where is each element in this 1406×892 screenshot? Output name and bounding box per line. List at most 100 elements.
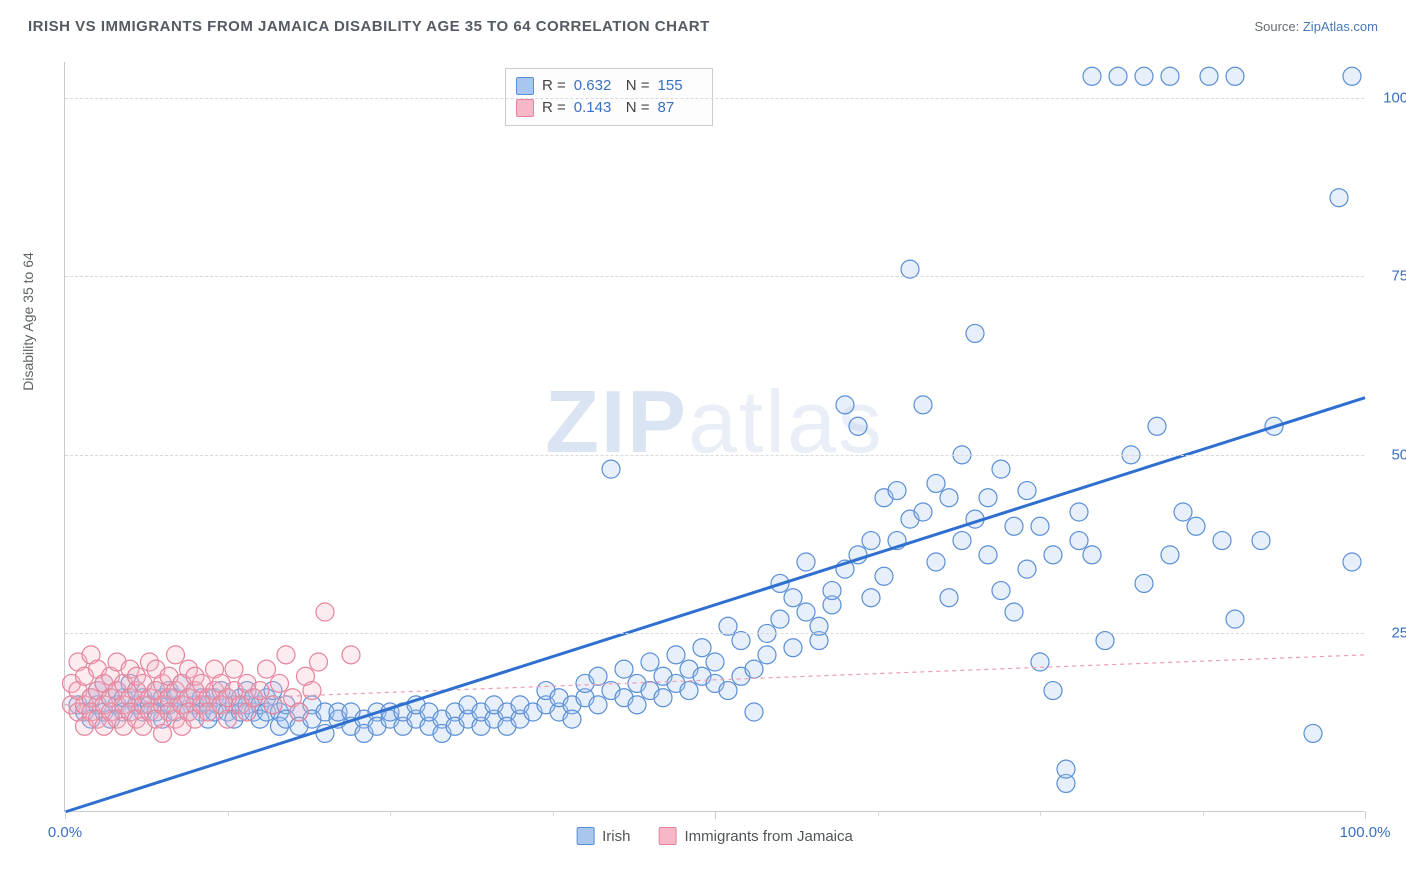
- legend-label-jamaica: Immigrants from Jamaica: [684, 828, 852, 845]
- n-value-irish: 155: [658, 75, 702, 97]
- data-point: [693, 639, 711, 657]
- data-point: [628, 696, 646, 714]
- data-point: [667, 646, 685, 664]
- y-tick-label: 25.0%: [1391, 625, 1406, 642]
- data-point: [1070, 503, 1088, 521]
- chart-title: IRISH VS IMMIGRANTS FROM JAMAICA DISABIL…: [28, 18, 710, 35]
- data-point: [154, 724, 172, 742]
- data-point: [1343, 553, 1361, 571]
- data-point: [862, 589, 880, 607]
- data-point: [849, 417, 867, 435]
- data-point: [797, 603, 815, 621]
- data-point: [940, 489, 958, 507]
- n-value-jamaica: 87: [658, 97, 702, 119]
- data-point: [992, 460, 1010, 478]
- data-point: [1304, 724, 1322, 742]
- bottom-legend: Irish Immigrants from Jamaica: [576, 827, 853, 845]
- data-point: [1070, 532, 1088, 550]
- data-point: [310, 653, 328, 671]
- trend-line: [65, 398, 1365, 812]
- data-point: [875, 567, 893, 585]
- plot-area: ZIPatlas R = 0.632 N = 155 R = 0.143 N =…: [64, 62, 1364, 812]
- data-point: [1135, 67, 1153, 85]
- data-point: [219, 710, 237, 728]
- data-point: [1044, 546, 1062, 564]
- data-point: [1083, 546, 1101, 564]
- x-tick-label: 100.0%: [1340, 824, 1391, 841]
- data-point: [1018, 560, 1036, 578]
- y-tick-label: 100.0%: [1383, 89, 1406, 106]
- data-point: [1005, 603, 1023, 621]
- data-point: [641, 653, 659, 671]
- data-point: [271, 674, 289, 692]
- data-point: [1161, 67, 1179, 85]
- data-point: [992, 582, 1010, 600]
- legend-swatch-jamaica: [658, 827, 676, 845]
- data-point: [1031, 517, 1049, 535]
- data-point: [1213, 532, 1231, 550]
- header-bar: IRISH VS IMMIGRANTS FROM JAMAICA DISABIL…: [0, 0, 1406, 43]
- y-tick-label: 50.0%: [1391, 446, 1406, 463]
- data-point: [1083, 67, 1101, 85]
- data-point: [277, 646, 295, 664]
- data-point: [784, 639, 802, 657]
- data-point: [719, 682, 737, 700]
- y-tick-label: 75.0%: [1391, 268, 1406, 285]
- data-point: [888, 482, 906, 500]
- source-link[interactable]: ZipAtlas.com: [1303, 19, 1378, 34]
- legend-swatch-irish: [576, 827, 594, 845]
- data-point: [225, 660, 243, 678]
- data-point: [680, 682, 698, 700]
- data-point: [979, 546, 997, 564]
- n-label: N =: [626, 75, 650, 97]
- data-point: [1148, 417, 1166, 435]
- data-point: [1018, 482, 1036, 500]
- data-point: [797, 553, 815, 571]
- data-point: [914, 503, 932, 521]
- data-point: [836, 396, 854, 414]
- data-point: [1330, 189, 1348, 207]
- data-point: [1161, 546, 1179, 564]
- data-point: [1057, 760, 1075, 778]
- data-point: [316, 603, 334, 621]
- data-point: [1109, 67, 1127, 85]
- legend-item-irish: Irish: [576, 827, 630, 845]
- data-point: [979, 489, 997, 507]
- data-point: [1200, 67, 1218, 85]
- data-point: [862, 532, 880, 550]
- data-point: [745, 660, 763, 678]
- source-prefix: Source:: [1254, 19, 1302, 34]
- data-point: [1252, 532, 1270, 550]
- data-point: [602, 460, 620, 478]
- stats-row-jamaica: R = 0.143 N = 87: [516, 97, 702, 119]
- data-point: [589, 667, 607, 685]
- data-point: [1187, 517, 1205, 535]
- chart-container: Disability Age 35 to 64 ZIPatlas R = 0.6…: [48, 52, 1378, 852]
- r-value-jamaica: 0.143: [574, 97, 618, 119]
- r-label-2: R =: [542, 97, 566, 119]
- data-point: [1174, 503, 1192, 521]
- swatch-jamaica: [516, 99, 534, 117]
- data-point: [1005, 517, 1023, 535]
- data-point: [823, 582, 841, 600]
- data-point: [966, 324, 984, 342]
- data-point: [771, 610, 789, 628]
- data-point: [914, 396, 932, 414]
- data-point: [1343, 67, 1361, 85]
- x-tick-label: 0.0%: [48, 824, 82, 841]
- data-point: [303, 682, 321, 700]
- data-point: [1135, 574, 1153, 592]
- data-point: [290, 703, 308, 721]
- swatch-irish: [516, 77, 534, 95]
- data-point: [1044, 682, 1062, 700]
- data-point: [940, 589, 958, 607]
- data-point: [264, 696, 282, 714]
- data-point: [342, 646, 360, 664]
- data-point: [784, 589, 802, 607]
- data-point: [927, 474, 945, 492]
- data-point: [654, 689, 672, 707]
- r-value-irish: 0.632: [574, 75, 618, 97]
- data-point: [167, 646, 185, 664]
- source-attribution: Source: ZipAtlas.com: [1254, 19, 1378, 34]
- n-label-2: N =: [626, 97, 650, 119]
